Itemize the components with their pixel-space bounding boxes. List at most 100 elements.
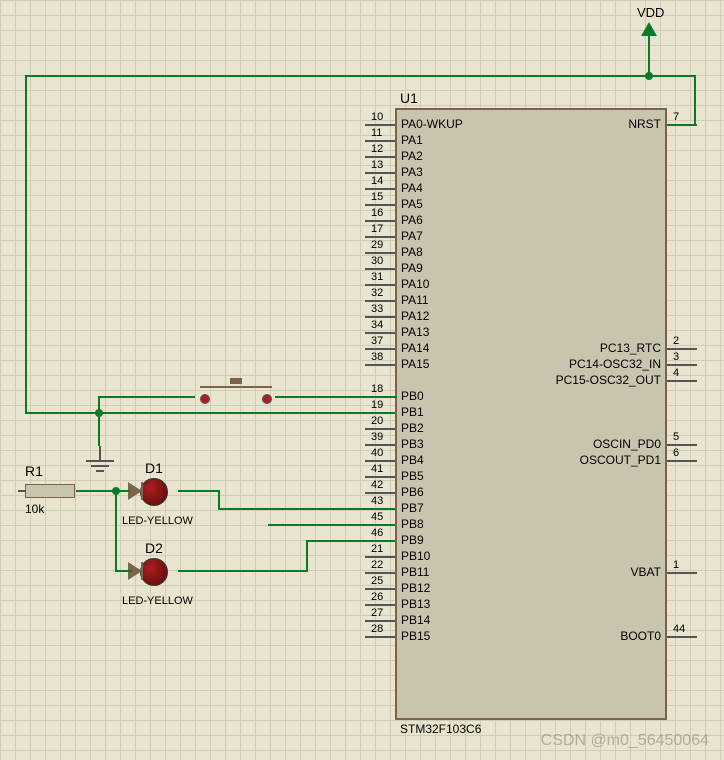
pin-stub	[365, 140, 395, 142]
pin-number: 41	[371, 463, 383, 475]
d1-ref: D1	[145, 460, 163, 476]
pin-name: PB12	[401, 581, 430, 595]
pin-number: 16	[371, 207, 383, 219]
pin-number: 10	[371, 111, 383, 123]
pin-number: 45	[371, 511, 383, 523]
pin-stub	[365, 636, 395, 638]
pin-number: 18	[371, 383, 383, 395]
pin-name: PA2	[401, 149, 423, 163]
gnd-bar3	[96, 470, 104, 472]
resistor-r1	[25, 484, 75, 498]
wire	[275, 396, 397, 398]
pin-stub	[667, 380, 697, 382]
wire	[648, 75, 696, 77]
pin-stub	[365, 268, 395, 270]
pin-name: PB6	[401, 485, 424, 499]
pin-number: 12	[371, 143, 383, 155]
switch-contact-right-icon	[262, 394, 272, 404]
pin-name: VBAT	[631, 565, 661, 579]
pin-name: PA13	[401, 325, 429, 339]
chip-ref: U1	[400, 90, 418, 106]
wire	[76, 490, 130, 492]
pin-number: 17	[371, 223, 383, 235]
pin-number: 5	[673, 431, 679, 443]
chip-part-number: STM32F103C6	[400, 722, 481, 736]
pin-name: PB4	[401, 453, 424, 467]
wire	[115, 490, 117, 572]
pin-number: 19	[371, 399, 383, 411]
pin-name: PA8	[401, 245, 423, 259]
pin-name: PA15	[401, 357, 429, 371]
wire	[218, 508, 395, 510]
pin-stub	[365, 444, 395, 446]
pin-name: PA6	[401, 213, 423, 227]
vdd-label: VDD	[637, 5, 664, 20]
pin-stub	[365, 156, 395, 158]
pin-number: 30	[371, 255, 383, 267]
switch-contact-left-icon	[200, 394, 210, 404]
pin-stub	[365, 556, 395, 558]
pin-name: PA10	[401, 277, 429, 291]
pin-number: 44	[673, 623, 685, 635]
pin-stub	[365, 316, 395, 318]
gnd-bar1	[86, 460, 114, 462]
wire	[178, 570, 308, 572]
pin-stub	[365, 252, 395, 254]
r1-lead-left	[18, 490, 26, 492]
wire	[25, 75, 650, 77]
pin-name: PB13	[401, 597, 430, 611]
pin-number: 33	[371, 303, 383, 315]
pin-stub	[365, 284, 395, 286]
wire	[306, 540, 395, 542]
pin-stub	[667, 636, 697, 638]
wire	[98, 396, 195, 398]
pin-name: NRST	[628, 117, 661, 131]
pin-stub	[667, 444, 697, 446]
wire	[178, 490, 220, 492]
pin-name: OSCIN_PD0	[593, 437, 661, 451]
r1-value: 10k	[25, 502, 44, 516]
wire	[98, 412, 395, 414]
pin-stub	[365, 332, 395, 334]
pin-number: 26	[371, 591, 383, 603]
pin-name: PA0-WKUP	[401, 117, 463, 131]
pin-name: PA14	[401, 341, 429, 355]
pin-number: 11	[371, 127, 382, 139]
pin-number: 15	[371, 191, 383, 203]
wire	[648, 35, 650, 77]
pin-name: PA12	[401, 309, 429, 323]
pin-number: 42	[371, 479, 383, 491]
pin-name: PA5	[401, 197, 423, 211]
pin-stub	[365, 460, 395, 462]
pin-stub	[365, 620, 395, 622]
pin-number: 38	[371, 351, 383, 363]
pin-name: PB9	[401, 533, 424, 547]
wire	[268, 524, 395, 526]
wire	[25, 412, 100, 414]
pin-stub	[667, 572, 697, 574]
wire	[98, 412, 100, 446]
pin-name: PB5	[401, 469, 424, 483]
wire	[115, 570, 132, 572]
pin-stub	[365, 588, 395, 590]
r1-ref: R1	[25, 463, 43, 479]
pin-name: PB10	[401, 549, 430, 563]
pin-stub	[365, 364, 395, 366]
pin-name: PB2	[401, 421, 424, 435]
pin-number: 3	[673, 351, 679, 363]
pin-name: PB14	[401, 613, 430, 627]
pin-name: PA4	[401, 181, 423, 195]
pin-number: 37	[371, 335, 383, 347]
pin-number: 2	[673, 335, 679, 347]
pin-name: PC13_RTC	[600, 341, 661, 355]
pin-name: PB11	[401, 565, 429, 579]
switch-bar[interactable]	[200, 386, 272, 388]
pin-stub	[365, 604, 395, 606]
pin-number: 22	[371, 559, 383, 571]
pin-name: PB3	[401, 437, 424, 451]
pin-stub	[365, 204, 395, 206]
pin-number: 4	[673, 367, 679, 379]
pin-stub	[365, 300, 395, 302]
pin-number: 1	[673, 559, 679, 571]
switch-plunger	[230, 378, 242, 384]
